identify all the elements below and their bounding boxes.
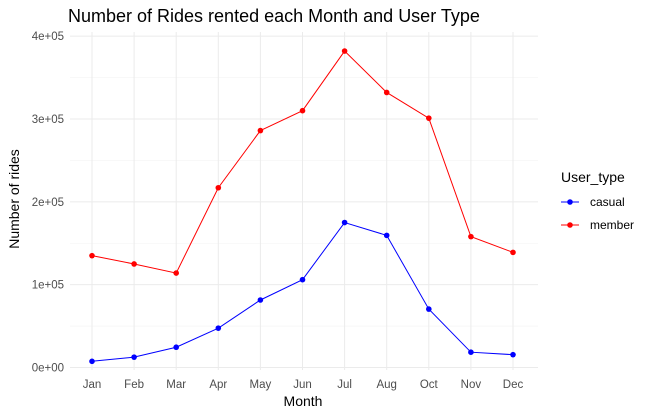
x-tick-label: Jun [293,379,312,391]
x-tick-label: Jul [337,379,352,391]
data-point-casual [89,358,95,365]
y-tick-label: 2e+05 [32,197,64,209]
axes: 0e+00 1e+05 2e+05 3e+05 4e+05 Jan Feb Mar Apr May… [32,31,524,391]
legend-label: casual [590,195,625,209]
x-tick-label: Apr [209,379,227,391]
y-tick-label: 1e+05 [32,280,64,292]
data-point-casual [131,354,137,360]
legend: User_type casual member [561,169,634,232]
data-point-casual [257,297,264,303]
y-axis-title: Number of rides [6,149,22,249]
x-axis-title: Month [284,393,323,409]
data-point-member [383,89,390,96]
data-point-casual [173,344,179,351]
data-point-casual [383,232,390,239]
x-tick-label: Jan [83,379,102,391]
legend-key-point [567,199,573,205]
grid [70,32,538,370]
data-point-casual [468,349,474,355]
data-point-member [89,252,95,259]
data-point-member [215,184,222,191]
data-point-casual [215,325,222,331]
x-tick-label: Oct [420,379,439,391]
legend-title: User_type [561,169,625,185]
data-point-member [131,261,137,267]
data-point-member [299,107,306,114]
data-point-member [468,233,474,240]
x-tick-label: Aug [376,379,396,391]
data-point-member [510,249,516,256]
y-tick-label: 0e+00 [32,363,64,375]
data-point-casual [299,276,306,283]
x-tick-label: Feb [124,379,144,391]
legend-key-point [567,222,573,228]
legend-label: member [590,218,634,232]
x-tick-label: Dec [503,379,524,391]
y-tick-label: 3e+05 [32,114,64,126]
series-layer [89,48,516,365]
data-point-member [426,115,432,121]
data-point-casual [426,306,432,312]
x-tick-label: May [250,379,272,391]
data-point-casual [341,219,348,226]
data-point-member [173,270,179,276]
data-point-member [257,127,264,134]
data-point-casual [510,351,516,358]
x-tick-label: Nov [461,379,482,391]
data-point-member [341,48,348,54]
y-tick-label: 4e+05 [32,31,64,43]
chart-title: Number of Rides rented each Month and Us… [68,6,480,26]
x-tick-label: Mar [166,379,186,391]
